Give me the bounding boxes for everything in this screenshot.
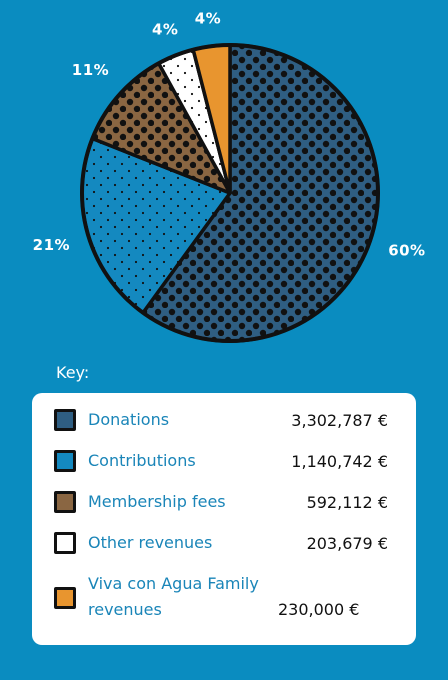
key-panel: Donations 3,302,787 € Contributions 1,14… <box>32 393 416 645</box>
key-item-membership-fees: Membership fees 592,112 € <box>54 489 388 515</box>
key-label: Membership fees <box>88 492 226 511</box>
key-label: Donations <box>88 410 170 429</box>
percent-label-membership-fees: 11% <box>72 61 109 79</box>
key-value: 203,679 € <box>306 533 388 553</box>
donations-swatch <box>54 409 76 431</box>
key-value: 1,140,742 € <box>291 451 388 471</box>
key-value: 230,000 € <box>278 600 360 619</box>
pie-rim <box>80 43 380 343</box>
key-label: Viva con Agua Family revenues <box>88 574 259 619</box>
pie-slice-pattern-contributions <box>82 138 231 313</box>
membership-fees-swatch <box>54 491 76 513</box>
key-item-family-revenues: Viva con Agua Family revenues 230,000 € <box>54 571 388 623</box>
key-item-other-revenues: Other revenues 203,679 € <box>54 530 388 556</box>
pie-slice-pattern-membership-fees <box>92 63 230 193</box>
percent-label-family-revenues: 4% <box>195 9 221 27</box>
key-value: 3,302,787 € <box>291 410 388 430</box>
family-revenues-swatch <box>54 587 76 609</box>
key-item-contributions: Contributions 1,140,742 € <box>54 448 388 474</box>
percent-label-donations: 60% <box>388 241 425 259</box>
contributions-swatch <box>54 450 76 472</box>
pie-chart: 60% 21% 11% 4% 4% <box>33 9 425 343</box>
key-label: Contributions <box>88 451 196 470</box>
percent-label-other-revenues: 4% <box>152 20 178 38</box>
pie-slice-pattern-donations <box>143 45 378 341</box>
other-revenues-swatch <box>54 532 76 554</box>
percent-label-contributions: 21% <box>33 236 70 254</box>
key-value: 592,112 € <box>306 492 388 512</box>
key-item-donations: Donations 3,302,787 € <box>54 407 388 433</box>
key-label: Other revenues <box>88 533 213 552</box>
key-title: Key: <box>56 363 90 382</box>
